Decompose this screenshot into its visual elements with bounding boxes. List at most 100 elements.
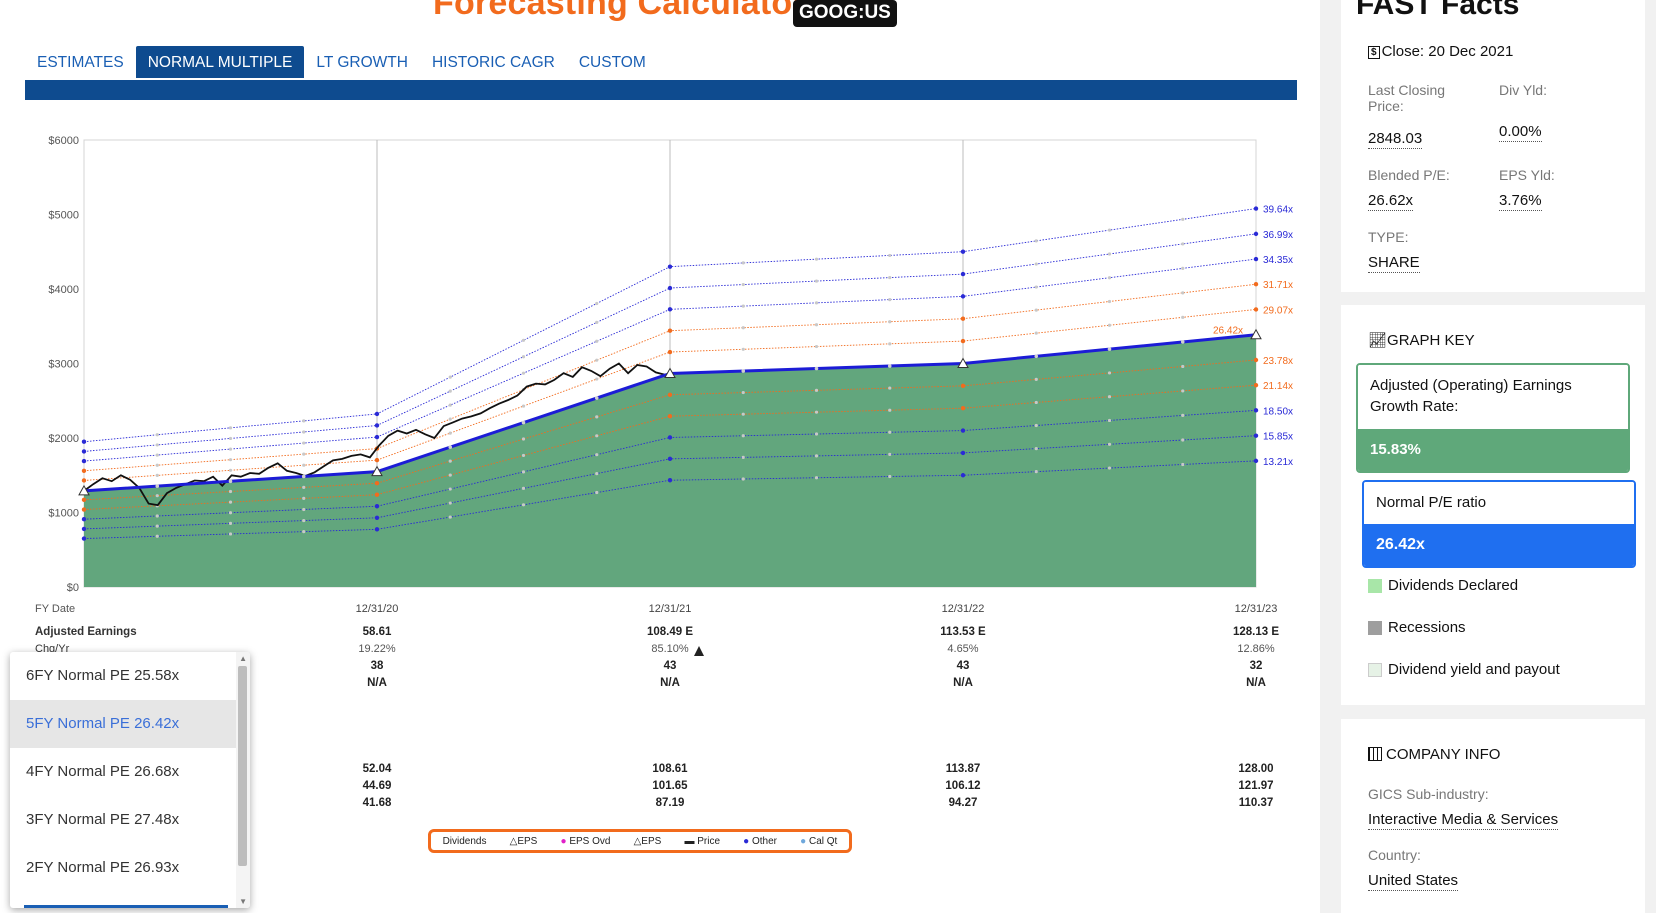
pe-multiple-point [595,490,599,495]
pe-multiple-point [888,320,892,324]
normal-pe-dropdown[interactable]: 6FY Normal PE 25.58x 5FY Normal PE 26.42… [10,652,250,908]
pe-multiple-point [741,326,745,330]
multiple-label: 34.35x [1263,255,1293,266]
dot-icon: ● [800,835,807,847]
pe-multiple-point [1253,206,1259,211]
div-yld-value[interactable]: 0.00% [1499,123,1542,142]
fair-value-point [1034,354,1039,359]
y-axis-labels: $0 $1000 $2000 $3000 $4000 $5000 $6000 [48,135,79,594]
div-yld-label: Div Yld: [1499,82,1547,98]
country-value[interactable]: United States [1368,872,1459,891]
x-tick-label: 12/31/20 [356,603,399,615]
growth-rate-box[interactable]: Adjusted (Operating) Earnings Growth Rat… [1356,363,1630,473]
fair-value-point [448,445,453,449]
eps-value: 108.49 E [647,626,693,638]
pe-multiple-point [228,500,233,504]
pe-multiple-point [595,339,599,343]
pe-multiple-point [595,377,599,381]
pe-multiple-point [1107,442,1112,446]
legend-dividends[interactable]: Dividends [442,835,487,847]
analyst-count: 43 [664,660,677,672]
pe-multiple-point [888,430,892,434]
pe-multiple-point [1034,262,1038,266]
estimate-high: 113.87 [946,763,981,775]
company-info-header: COMPANY INFO [1368,746,1500,763]
pe-multiple-point [814,388,819,392]
tab-lt-growth[interactable]: LT GROWTH [316,54,408,71]
x-tick-label: 12/31/22 [942,603,985,615]
key-dividends-declared[interactable]: Dividends Declared [1368,577,1518,594]
pe-multiple-point [1034,308,1038,312]
pe-multiple-point [960,406,966,411]
growth-rate-label: Adjusted (Operating) Earnings Growth Rat… [1358,365,1628,429]
pe-multiple-point [1181,291,1185,295]
pe-multiple-point [741,261,745,265]
gics-value[interactable]: Interactive Media & Services [1368,811,1559,830]
pe-multiple-line [83,233,1257,452]
scroll-down-icon[interactable]: ▼ [239,897,247,906]
legend-eps-ovd[interactable]: ● EPS Ovd [560,835,611,847]
multiple-labels: 39.64x 36.99x 34.35x 31.71x 29.07x 23.78x 21.1… [1213,205,1293,468]
pe-multiple-point [814,432,819,436]
x-axis-labels: FY Date 12/31/20 12/31/21 12/31/22 12/31/23 [35,603,1277,615]
tab-historic-cagr[interactable]: HISTORIC CAGR [431,54,555,71]
pe-multiple-point [667,307,673,312]
type-value[interactable]: SHARE [1368,254,1420,273]
blended-pe-value[interactable]: 26.62x [1368,192,1414,211]
legend-other[interactable]: ● Other [743,835,778,847]
dropdown-option[interactable]: 3FY Normal PE 27.48x [26,811,180,828]
dropdown-option[interactable]: 4FY Normal PE 26.68x [26,763,180,780]
pe-multiple-point [888,408,892,412]
scroll-thumb[interactable] [238,666,247,866]
tab-estimates[interactable]: ESTIMATES [37,54,124,71]
multiple-label: 23.78x [1263,356,1293,367]
pe-multiple-point [302,507,306,512]
price-line [83,362,666,507]
dropdown-option[interactable]: 6FY Normal PE 25.58x [26,667,180,684]
gics-label: GICS Sub-industry: [1368,786,1489,802]
pe-multiple-point [1107,228,1112,232]
y-tick-label: $4000 [48,284,79,296]
scroll-up-icon[interactable]: ▲ [239,654,247,663]
legend-cal-qt[interactable]: ● Cal Qt [800,835,838,847]
last-close-label: Last Closing Price: [1368,82,1446,114]
pe-multiple-point [595,434,599,438]
estimate-high: 128.00 [1238,763,1273,775]
legend-price[interactable]: ▬ Price [684,835,721,847]
key-dividend-yield[interactable]: Dividend yield and payout [1368,661,1560,678]
pe-multiple-point [81,439,87,444]
pe-multiple-point [814,323,819,327]
tab-custom[interactable]: CUSTOM [578,54,646,71]
pe-multiple-point [1034,331,1038,335]
triangle-icon: △ [509,835,518,847]
light-swatch-icon [1368,662,1382,677]
multiple-label: 36.99x [1263,230,1293,241]
pe-multiple-point [960,249,966,254]
legend-eps[interactable]: △EPS [509,835,538,847]
dropdown-option-selected[interactable]: 5FY Normal PE 26.42x [10,700,250,748]
pe-multiple-point [595,358,599,362]
pe-multiple-point [374,434,380,440]
dropdown-scrollbar[interactable]: ▲ ▼ [236,652,250,908]
legend-eps-2[interactable]: △EPS [633,835,662,847]
multiple-label: 29.07x [1263,305,1293,316]
pe-multiple-point [81,536,87,541]
pe-multiple-point [155,433,159,437]
last-close-value[interactable]: 2848.03 [1368,130,1423,149]
pe-multiple-point [228,447,233,451]
pe-multiple-point [374,515,380,520]
pe-multiple-point [741,455,745,459]
tab-normal-multiple[interactable]: NORMAL MULTIPLE [135,46,305,78]
fair-value-point [1180,340,1185,344]
key-recessions[interactable]: Recessions [1368,619,1466,636]
y-tick-label: $6000 [48,135,79,147]
pe-multiple-point [814,257,819,261]
pe-multiple-point [960,383,966,389]
normal-pe-box[interactable]: Normal P/E ratio 26.42x [1362,480,1636,568]
pe-multiple-point [595,415,599,419]
eps-yld-value[interactable]: 3.76% [1499,192,1542,211]
dropdown-option[interactable]: 2FY Normal PE 26.93x [26,859,180,876]
pe-multiple-line [83,384,1257,510]
pe-multiple-point [960,473,966,478]
estimate-low: 110.37 [1239,797,1274,809]
